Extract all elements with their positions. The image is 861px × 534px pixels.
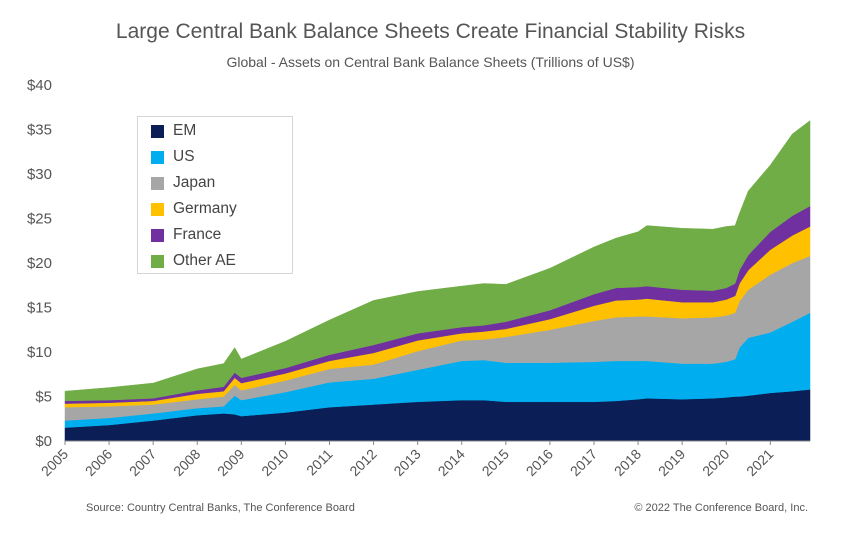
legend-swatch-other-ae	[151, 255, 164, 268]
x-tick-label: 2005	[38, 446, 71, 479]
chart-title: Large Central Bank Balance Sheets Create…	[115, 20, 746, 43]
y-tick-label: $10	[27, 344, 52, 361]
y-tick-label: $0	[35, 433, 52, 450]
x-tick-label: 2019	[655, 446, 688, 479]
y-tick-label: $30	[27, 166, 52, 183]
legend-item-japan: Japan	[151, 171, 216, 195]
source-note: Source: Country Central Banks, The Confe…	[86, 502, 355, 514]
y-tick-label: $35	[27, 122, 52, 139]
legend-swatch-france	[151, 229, 164, 242]
legend-item-france: France	[151, 223, 222, 247]
area-series-group	[64, 120, 811, 442]
x-tick-label: 2009	[214, 446, 247, 479]
legend-label-other-ae: Other AE	[173, 252, 236, 269]
legend-item-em: EM	[151, 119, 197, 143]
legend-label-em: EM	[173, 122, 197, 139]
y-tick-label: $40	[27, 77, 52, 94]
x-tick-label: 2007	[126, 446, 159, 479]
legend-item-germany: Germany	[151, 197, 237, 221]
legend-label-germany: Germany	[173, 200, 237, 217]
legend-label-japan: Japan	[173, 174, 216, 191]
x-tick-label: 2008	[170, 446, 203, 479]
x-tick-label: 2020	[699, 446, 732, 479]
copyright-note: © 2022 The Conference Board, Inc.	[634, 502, 808, 514]
x-tick-label: 2014	[435, 446, 468, 479]
y-tick-label: $25	[27, 211, 52, 228]
x-tick-label: 2016	[523, 446, 556, 479]
legend-swatch-us	[151, 151, 164, 164]
x-tick-label: 2018	[611, 446, 644, 479]
legend-swatch-japan	[151, 177, 164, 190]
y-tick-label: $15	[27, 300, 52, 317]
area-series-other-ae	[64, 120, 811, 402]
legend-label-france: France	[173, 226, 222, 243]
x-tick-label: 2010	[258, 446, 291, 479]
y-tick-label: $20	[27, 255, 52, 272]
legend-swatch-germany	[151, 203, 164, 216]
legend-swatch-em	[151, 125, 164, 138]
legend-label-us: US	[173, 148, 195, 165]
x-tick-label: 2015	[479, 446, 512, 479]
x-tick-label: 2006	[82, 446, 115, 479]
x-tick-label: 2017	[567, 446, 600, 479]
x-tick-label: 2021	[743, 446, 776, 479]
legend-item-other-ae: Other AE	[151, 249, 236, 273]
x-tick-label: 2012	[346, 446, 379, 479]
y-tick-label: $5	[35, 389, 52, 406]
x-tick-label: 2013	[390, 446, 423, 479]
x-axis: 2005 2006 2007 2008 2009 2010 2011 2012 2013 2014…	[38, 441, 777, 479]
legend-item-us: US	[151, 145, 195, 169]
chart-subtitle: Global - Assets on Central Bank Balance …	[226, 54, 635, 70]
y-axis: $0 $5 $10 $15 $20 $25 $30 $35 $40	[27, 77, 52, 450]
legend: EM US Japan Germany France Other AE	[137, 116, 293, 274]
x-tick-label: 2011	[303, 446, 336, 479]
